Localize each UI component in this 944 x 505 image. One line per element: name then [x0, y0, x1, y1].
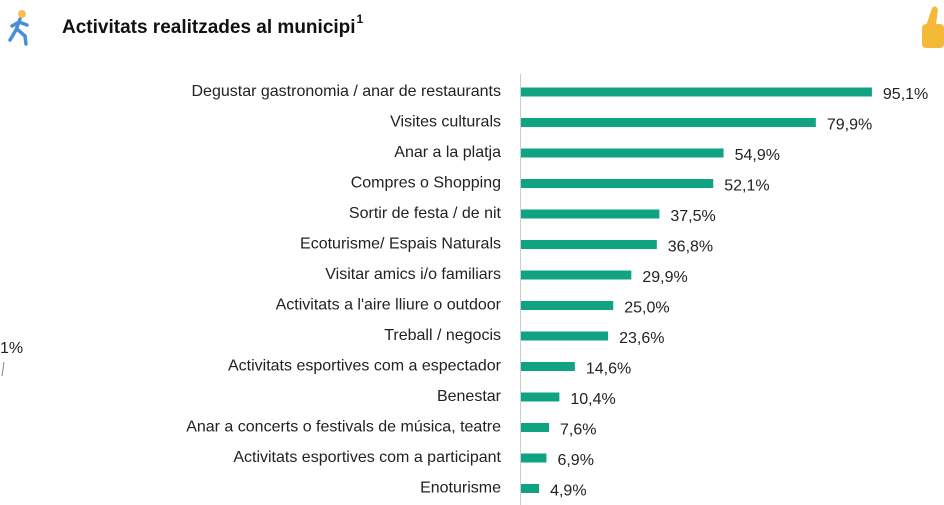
- bar: [521, 301, 614, 310]
- bar: [521, 423, 550, 432]
- runner-icon: [8, 10, 29, 46]
- value-label: 54,9%: [735, 147, 780, 164]
- category-label: Treball / negocis: [384, 327, 501, 344]
- value-label: 36,8%: [668, 239, 713, 256]
- category-label: Activitats esportives com a participant: [233, 449, 501, 466]
- category-label: Sortir de festa / de nit: [349, 205, 502, 222]
- value-label: 14,6%: [586, 361, 631, 378]
- value-label: 23,6%: [619, 330, 664, 347]
- bar: [521, 331, 609, 341]
- category-label: Activitats esportives com a espectador: [228, 358, 502, 375]
- bar: [521, 179, 714, 188]
- value-label: 52,1%: [724, 178, 769, 195]
- bar: [521, 118, 816, 127]
- value-label: 10,4%: [570, 391, 615, 408]
- category-label: Activitats a l'aire lliure o outdoor: [276, 297, 502, 314]
- bar: [521, 148, 724, 158]
- category-label: Visitar amics i/o familiars: [325, 266, 501, 283]
- annotation: 1%: [0, 340, 23, 357]
- value-label: 95,1%: [883, 86, 928, 103]
- value-label: 25,0%: [624, 300, 669, 317]
- category-label: Anar a concerts o festivals de música, t…: [186, 419, 501, 436]
- category-label: Benestar: [437, 388, 502, 405]
- value-label: 37,5%: [670, 208, 715, 225]
- bar: [521, 453, 547, 463]
- bar: [521, 240, 657, 249]
- value-label: 4,9%: [550, 483, 586, 500]
- title-note: 1: [357, 12, 364, 26]
- value-label: 29,9%: [642, 269, 687, 286]
- category-label: Enoturisme: [420, 480, 501, 497]
- bar: [521, 392, 560, 402]
- bar: [521, 270, 632, 280]
- category-label: Degustar gastronomia / anar de restauran…: [192, 83, 502, 100]
- thumbs-up-icon: [922, 6, 944, 48]
- value-label: 79,9%: [827, 117, 872, 134]
- bar: [521, 209, 660, 219]
- category-label: Ecoturisme/ Espais Naturals: [300, 236, 501, 253]
- value-label: 6,9%: [557, 452, 593, 469]
- bar: [521, 484, 540, 493]
- category-label: Compres o Shopping: [351, 175, 501, 192]
- bar: [521, 362, 575, 371]
- category-label: Anar a la platja: [394, 144, 501, 161]
- chart-title: Activitats realitzades al municipi: [62, 17, 356, 38]
- fragment-line: [1, 361, 5, 377]
- category-label: Visites culturals: [390, 114, 501, 131]
- bar: [521, 87, 872, 97]
- value-label: 7,6%: [560, 422, 596, 439]
